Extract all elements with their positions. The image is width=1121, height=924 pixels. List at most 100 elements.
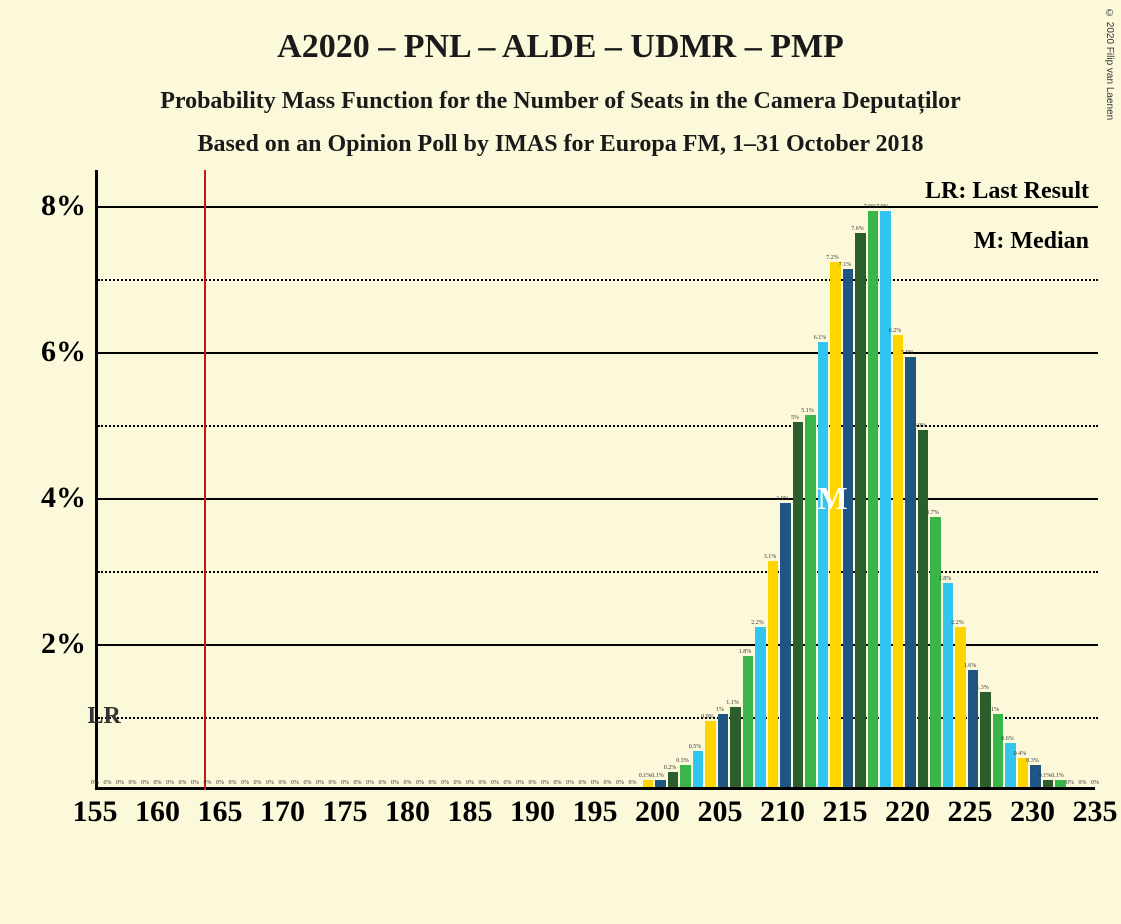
bar-value-label: 7.9% <box>876 204 889 210</box>
bar-value-label: 0% <box>154 780 162 786</box>
bar-value-label: 0% <box>629 780 637 786</box>
bar <box>818 342 828 787</box>
bar-value-label: 0% <box>391 780 399 786</box>
xtick-label: 200 <box>635 795 680 829</box>
bar-value-label: 0% <box>616 780 624 786</box>
legend-lr: LR: Last Result <box>925 178 1089 205</box>
bar-value-label: 3.7% <box>926 510 939 516</box>
bar-value-label: 0% <box>1066 780 1074 786</box>
bar-value-label: 0% <box>504 780 512 786</box>
ytick-label: 2% <box>6 627 86 661</box>
lr-marker-label: LR <box>88 703 121 730</box>
bar-value-label: 0% <box>179 780 187 786</box>
bar <box>768 561 778 787</box>
bar-value-label: 1.6% <box>964 663 977 669</box>
bar-value-label: 0% <box>354 780 362 786</box>
bar <box>668 772 678 787</box>
bar-value-label: 3.9% <box>776 496 789 502</box>
bar-value-label: 0% <box>404 780 412 786</box>
bar <box>980 692 990 787</box>
bar <box>955 627 965 787</box>
bar-value-label: 0% <box>1079 780 1087 786</box>
bar-value-label: 7.1% <box>839 262 852 268</box>
chart-subtitle-1: Probability Mass Function for the Number… <box>0 66 1121 115</box>
xtick-label: 235 <box>1073 795 1118 829</box>
bar <box>780 503 790 787</box>
bar-value-label: 6.1% <box>814 335 827 341</box>
bar-value-label: 5.9% <box>901 350 914 356</box>
xtick-label: 195 <box>573 795 618 829</box>
bar-value-label: 2.2% <box>751 620 764 626</box>
bar-value-label: 0% <box>266 780 274 786</box>
bar-value-label: 0% <box>141 780 149 786</box>
gridline-minor <box>98 571 1098 573</box>
gridline-major <box>98 498 1098 500</box>
bar-value-label: 6.2% <box>889 328 902 334</box>
bar-value-label: 3.1% <box>764 554 777 560</box>
bar-value-label: 0% <box>241 780 249 786</box>
bar-value-label: 7.6% <box>851 226 864 232</box>
bar-value-label: 4.9% <box>914 423 927 429</box>
bar-value-label: 1.3% <box>976 685 989 691</box>
bar <box>655 780 665 787</box>
gridline-major <box>98 206 1098 208</box>
xtick-label: 190 <box>510 795 555 829</box>
bar-value-label: 0.3% <box>1026 758 1039 764</box>
bar-value-label: 0% <box>429 780 437 786</box>
bar <box>918 430 928 787</box>
bar-value-label: 0% <box>104 780 112 786</box>
bar-value-label: 0% <box>366 780 374 786</box>
bar-value-label: 0% <box>516 780 524 786</box>
bar <box>993 714 1003 787</box>
median-marker-label: M <box>817 480 847 517</box>
bar <box>793 422 803 787</box>
xtick-label: 210 <box>760 795 805 829</box>
chart-plot-area <box>95 170 1095 790</box>
bar <box>743 656 753 787</box>
lr-line <box>204 170 206 790</box>
bar <box>705 721 715 787</box>
bar-value-label: 0% <box>566 780 574 786</box>
bar-value-label: 0.6% <box>1001 736 1014 742</box>
bar <box>805 415 815 787</box>
bar-value-label: 0% <box>1091 780 1099 786</box>
bar-value-label: 5.1% <box>801 408 814 414</box>
bar-value-label: 7.9% <box>864 204 877 210</box>
bar-value-label: 0.3% <box>676 758 689 764</box>
bar-value-label: 0.1% <box>651 773 664 779</box>
xtick-label: 185 <box>448 795 493 829</box>
bar-value-label: 0% <box>116 780 124 786</box>
bar-value-label: 0% <box>216 780 224 786</box>
bar-value-label: 0.5% <box>689 744 702 750</box>
bar <box>730 707 740 787</box>
bar <box>1005 743 1015 787</box>
bar-value-label: 0% <box>491 780 499 786</box>
bar-value-label: 0% <box>341 780 349 786</box>
bar-value-label: 0% <box>129 780 137 786</box>
bar-value-label: 0% <box>441 780 449 786</box>
bar-value-label: 0.1% <box>639 773 652 779</box>
bar-value-label: 0% <box>554 780 562 786</box>
bar <box>880 211 890 787</box>
bar <box>693 751 703 787</box>
bar <box>855 233 865 787</box>
xtick-label: 170 <box>260 795 305 829</box>
xtick-label: 220 <box>885 795 930 829</box>
ytick-label: 8% <box>6 189 86 223</box>
bar <box>830 262 840 787</box>
xtick-label: 165 <box>198 795 243 829</box>
bar-value-label: 0.1% <box>1051 773 1064 779</box>
bar-value-label: 0% <box>416 780 424 786</box>
bar <box>755 627 765 787</box>
xtick-label: 205 <box>698 795 743 829</box>
bar <box>930 517 940 787</box>
bar-value-label: 0% <box>591 780 599 786</box>
bar-value-label: 0% <box>166 780 174 786</box>
bar <box>718 714 728 787</box>
bar-value-label: 0% <box>304 780 312 786</box>
chart-title: A2020 – PNL – ALDE – UDMR – PMP <box>0 0 1121 66</box>
bar-value-label: 5% <box>791 415 799 421</box>
xtick-label: 225 <box>948 795 993 829</box>
bar-value-label: 0% <box>541 780 549 786</box>
bar-value-label: 0% <box>379 780 387 786</box>
